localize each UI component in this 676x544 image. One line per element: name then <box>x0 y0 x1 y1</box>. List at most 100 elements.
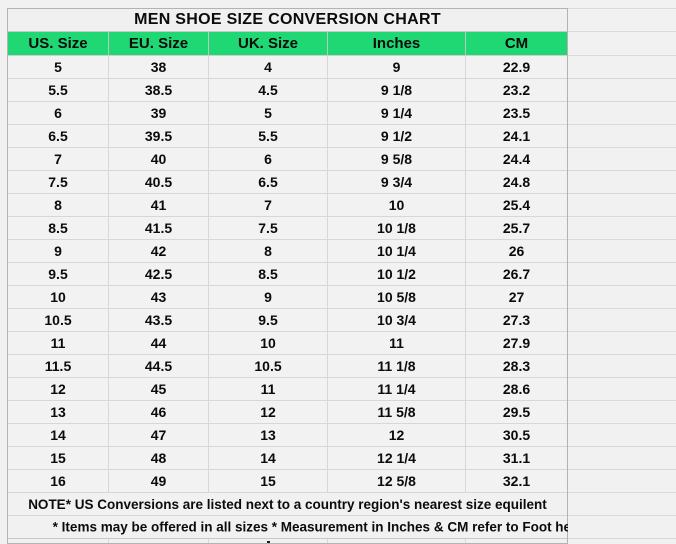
column-header: Inches <box>328 32 466 56</box>
empty-cell <box>568 263 676 286</box>
table-cell: 42.5 <box>109 263 209 286</box>
empty-cell <box>568 79 676 102</box>
empty-cell <box>568 217 676 240</box>
table-cell: 12 <box>209 401 328 424</box>
table-body: 5 38 4 9 22.9 5.5 38.5 4.5 9 1/8 23.2 6 39 5 9 1/4 23.… <box>8 56 567 493</box>
table-cell: 27.9 <box>466 332 567 355</box>
table-cell: 29.5 <box>466 401 567 424</box>
column-header: CM <box>466 32 567 56</box>
table-cell: 24.1 <box>466 125 567 148</box>
table-row: 9 42 8 10 1/4 26 <box>8 240 567 263</box>
table-cell: 7.5 <box>209 217 328 240</box>
clipped-cell <box>209 539 328 543</box>
table-cell: 7.5 <box>8 171 109 194</box>
empty-cell <box>568 102 676 125</box>
empty-cell <box>568 470 676 493</box>
clipped-cell <box>8 539 109 543</box>
table-cell: 12 5/8 <box>328 470 466 493</box>
column-header: US. Size <box>8 32 109 56</box>
column-header: UK. Size <box>209 32 328 56</box>
table-cell: 11.5 <box>8 355 109 378</box>
table-cell: 40.5 <box>109 171 209 194</box>
table-cell: 10 1/8 <box>328 217 466 240</box>
table-row: 11 44 10 11 27.9 <box>8 332 567 355</box>
table-cell: 31.1 <box>466 447 567 470</box>
empty-cell <box>568 194 676 217</box>
table-row: 6 39 5 9 1/4 23.5 <box>8 102 567 125</box>
table-cell: 41 <box>109 194 209 217</box>
table-cell: 14 <box>8 424 109 447</box>
table-cell: 28.3 <box>466 355 567 378</box>
table-cell: 39 <box>109 102 209 125</box>
empty-cell <box>568 56 676 79</box>
table-cell: 9 <box>328 56 466 79</box>
note-row-1: NOTE* US Conversions are listed next to … <box>8 493 567 516</box>
table-cell: 44.5 <box>109 355 209 378</box>
table-cell: 30.5 <box>466 424 567 447</box>
table-row: 10 43 9 10 5/8 27 <box>8 286 567 309</box>
table-cell: 39.5 <box>109 125 209 148</box>
table-cell: 8 <box>209 240 328 263</box>
table-cell: 23.5 <box>466 102 567 125</box>
table-row: 10.5 43.5 9.5 10 3/4 27.3 <box>8 309 567 332</box>
table-row: 14 47 13 12 30.5 <box>8 424 567 447</box>
table-cell: 16 <box>8 470 109 493</box>
table-cell: 27.3 <box>466 309 567 332</box>
table-cell: 10.5 <box>209 355 328 378</box>
table-cell: 23.2 <box>466 79 567 102</box>
empty-cell <box>568 516 676 539</box>
table-cell: 5 <box>209 102 328 125</box>
table-cell: 45 <box>109 378 209 401</box>
note-1-text: NOTE* US Conversions are listed next to … <box>28 496 547 512</box>
table-row: 9.5 42.5 8.5 10 1/2 26.7 <box>8 263 567 286</box>
table-cell: 9 5/8 <box>328 148 466 171</box>
shoe-size-conversion-table: MEN SHOE SIZE CONVERSION CHART US. Size E… <box>7 8 624 544</box>
clipped-cell <box>328 539 466 543</box>
clipped-cell <box>109 539 209 543</box>
clipped-bottom-row <box>8 539 567 543</box>
table-cell: 32.1 <box>466 470 567 493</box>
table-cell: 11 5/8 <box>328 401 466 424</box>
table-cell: 24.4 <box>466 148 567 171</box>
table-cell: 10 <box>328 194 466 217</box>
table-row: 7.5 40.5 6.5 9 3/4 24.8 <box>8 171 567 194</box>
table-cell: 9 <box>8 240 109 263</box>
empty-cell <box>568 286 676 309</box>
table-cell: 22.9 <box>466 56 567 79</box>
table-cell: 10 5/8 <box>328 286 466 309</box>
table-cell: 14 <box>209 447 328 470</box>
table-row: 8.5 41.5 7.5 10 1/8 25.7 <box>8 217 567 240</box>
table-cell: 10.5 <box>8 309 109 332</box>
table-row: 11.5 44.5 10.5 11 1/8 28.3 <box>8 355 567 378</box>
table-cell: 6.5 <box>8 125 109 148</box>
table-cell: 9 <box>209 286 328 309</box>
empty-cell <box>568 9 676 32</box>
clipped-text-fragment <box>267 541 270 543</box>
table-cell: 5 <box>8 56 109 79</box>
table-cell: 9.5 <box>8 263 109 286</box>
table-cell: 12 1/4 <box>328 447 466 470</box>
table-cell: 25.4 <box>466 194 567 217</box>
table-cell: 7 <box>209 194 328 217</box>
table-row: 5.5 38.5 4.5 9 1/8 23.2 <box>8 79 567 102</box>
table-cell: 46 <box>109 401 209 424</box>
table-cell: 8.5 <box>209 263 328 286</box>
table-cell: 6 <box>209 148 328 171</box>
table-cell: 47 <box>109 424 209 447</box>
empty-cell <box>568 378 676 401</box>
table-cell: 38 <box>109 56 209 79</box>
empty-cell <box>568 32 676 56</box>
table-cell: 9 1/4 <box>328 102 466 125</box>
table-cell: 11 1/8 <box>328 355 466 378</box>
table-cell: 11 <box>8 332 109 355</box>
table-cell: 9.5 <box>209 309 328 332</box>
table-cell: 43 <box>109 286 209 309</box>
table-cell: 12 <box>8 378 109 401</box>
table-cell: 10 3/4 <box>328 309 466 332</box>
table-header-row: US. Size EU. Size UK. Size Inches CM <box>8 32 567 56</box>
table-cell: 11 <box>209 378 328 401</box>
empty-cell <box>568 171 676 194</box>
empty-cell <box>568 424 676 447</box>
empty-cell <box>568 401 676 424</box>
empty-cell <box>568 309 676 332</box>
